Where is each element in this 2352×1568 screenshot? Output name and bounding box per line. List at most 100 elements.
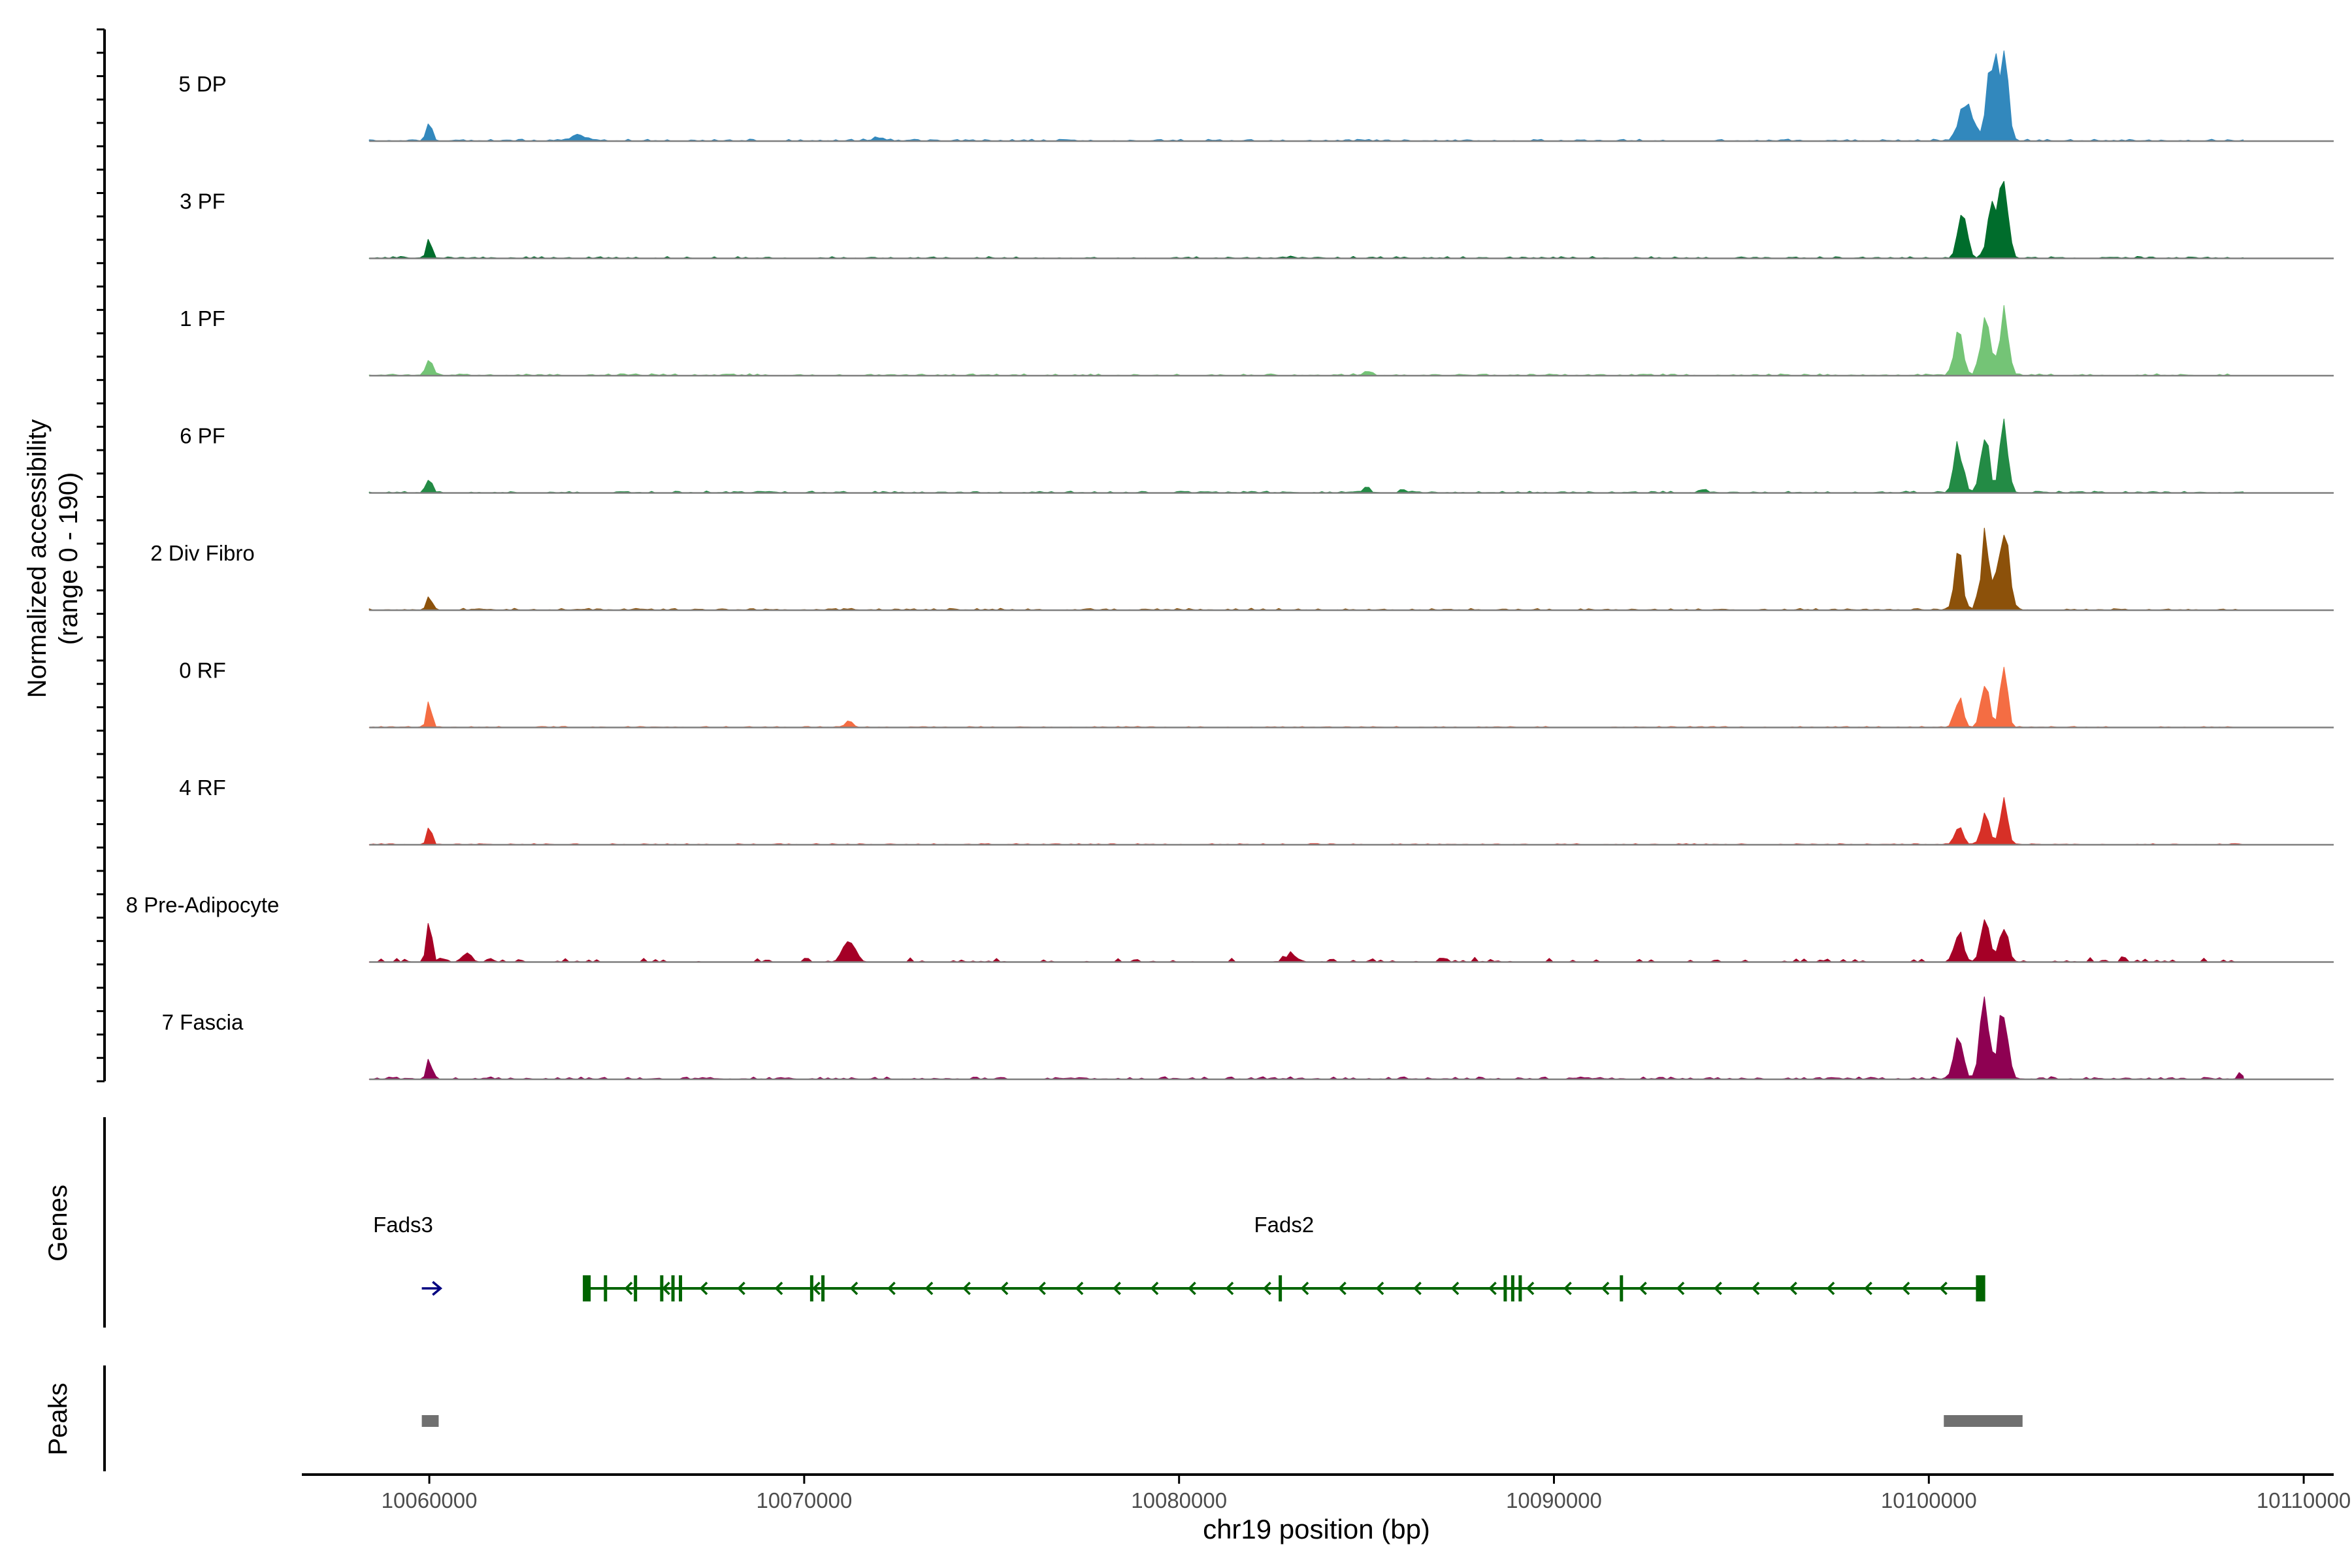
exon (1511, 1275, 1514, 1301)
strand-arrow (1676, 1281, 1685, 1296)
strand-arrow (774, 1281, 783, 1296)
strand-arrow (1789, 1281, 1797, 1296)
strand-arrow (1263, 1281, 1271, 1296)
track-3-pf: 3 PF (180, 181, 2334, 259)
track-label: 0 RF (179, 659, 226, 683)
strand-arrow (1075, 1281, 1084, 1296)
accessibility-area (368, 666, 2244, 728)
track-1-pf: 1 PF (180, 305, 2334, 377)
strand-arrow (1375, 1281, 1384, 1296)
strand-arrow (1526, 1281, 1535, 1296)
strand-arrow (432, 1281, 443, 1296)
strand-arrow (1113, 1281, 1121, 1296)
strand-arrow (812, 1281, 821, 1296)
exon (604, 1275, 608, 1301)
accessibility-y-axis (97, 28, 106, 1083)
strand-arrow (1488, 1281, 1497, 1296)
accessibility-area (368, 527, 2244, 611)
strand-arrow (1413, 1281, 1422, 1296)
gene-label: Fads2 (1254, 1213, 1314, 1237)
exon (671, 1275, 675, 1301)
track-5-dp: 5 DP (178, 50, 2334, 142)
genes-track-label: Genes (44, 1184, 73, 1262)
x-tick-label: 10110000 (2257, 1488, 2351, 1512)
x-tick-label: 10060000 (382, 1488, 478, 1512)
peaks-track-label: Peaks (44, 1382, 73, 1455)
track-7-fascia: 7 Fascia (162, 996, 2334, 1081)
strand-arrow (849, 1281, 858, 1296)
track-4-rf: 4 RF (179, 776, 2334, 846)
exon (809, 1275, 813, 1301)
strand-arrow (1639, 1281, 1647, 1296)
accessibility-area (368, 181, 2244, 259)
strand-arrow (962, 1281, 971, 1296)
strand-arrow (1188, 1281, 1196, 1296)
strand-arrow (1563, 1281, 1572, 1296)
x-axis: 10060000 10070000 10080000 10090000 10100000… (302, 1473, 2351, 1512)
strand-arrow (1225, 1281, 1234, 1296)
exon (1620, 1275, 1624, 1301)
strand-arrow (1000, 1281, 1009, 1296)
track-label: 5 DP (178, 72, 226, 96)
accessibility-area (368, 50, 2244, 142)
accessibility-area (368, 305, 2244, 376)
track-0-rf: 0 RF (179, 659, 2334, 728)
strand-arrow (1601, 1281, 1610, 1296)
strand-arrow (1939, 1281, 1948, 1296)
strand-arrow (699, 1281, 708, 1296)
strand-arrow (1714, 1281, 1722, 1296)
accessibility-area (368, 418, 2244, 494)
strand-arrow (737, 1281, 745, 1296)
peak-region (1944, 1415, 2023, 1427)
x-axis-label: chr19 position (bp) (1203, 1514, 1430, 1544)
gene-fads2: Fads2 (583, 1213, 1985, 1301)
strand-arrow (1037, 1281, 1046, 1296)
strand-arrow (1150, 1281, 1159, 1296)
track-label: 7 Fascia (162, 1010, 244, 1034)
accessibility-area (368, 797, 2244, 845)
strand-arrow (1826, 1281, 1835, 1296)
exon (821, 1275, 825, 1301)
strand-arrow (1864, 1281, 1872, 1296)
track-8-pre-adipocyte: 8 Pre-Adipocyte (126, 893, 2334, 963)
gene-fads3: Fads3 (373, 1213, 443, 1296)
strand-arrow (1338, 1281, 1347, 1296)
accessibility-area (368, 919, 2244, 963)
exon (1279, 1275, 1282, 1301)
gene-annotation-track: Fads3 Fads2 (373, 1213, 1985, 1301)
y-axis-label: Normalized accessibility (23, 419, 52, 698)
strand-arrow (1450, 1281, 1460, 1296)
strand-arrow (887, 1281, 896, 1296)
exon (1503, 1275, 1507, 1301)
exon (679, 1275, 683, 1301)
track-6-pf: 6 PF (180, 418, 2334, 494)
strand-arrow (624, 1281, 633, 1296)
exon (660, 1275, 664, 1301)
y-axis-label-range: (range 0 - 190) (54, 472, 83, 645)
track-label: 8 Pre-Adipocyte (126, 893, 280, 917)
track-label: 4 RF (179, 776, 226, 800)
exon (634, 1275, 638, 1301)
gene-label: Fads3 (373, 1213, 433, 1237)
exon (583, 1275, 591, 1301)
accessibility-tracks: 5 DP 3 PF 1 PF 6 PF 2 Div Fibro 0 RF 4 RF 8 Pre… (126, 50, 2334, 1081)
accessibility-area (368, 996, 2244, 1080)
exon (1977, 1275, 1985, 1301)
track-label: 2 Div Fibro (150, 541, 255, 565)
track-label: 1 PF (180, 306, 225, 331)
x-tick-label: 10100000 (1881, 1488, 1977, 1512)
track-2-div-fibro: 2 Div Fibro (150, 527, 2334, 612)
track-label: 6 PF (180, 424, 225, 448)
exon (1518, 1275, 1522, 1301)
track-label: 3 PF (180, 189, 225, 214)
x-tick-label: 10080000 (1131, 1488, 1227, 1512)
x-tick-label: 10090000 (1506, 1488, 1602, 1512)
strand-arrow (924, 1281, 934, 1296)
peak-region (421, 1415, 439, 1427)
strand-arrow (1901, 1281, 1910, 1296)
strand-arrow (1300, 1281, 1309, 1296)
strand-arrow (1751, 1281, 1760, 1296)
peaks-track (421, 1415, 2023, 1427)
x-tick-label: 10070000 (756, 1488, 852, 1512)
